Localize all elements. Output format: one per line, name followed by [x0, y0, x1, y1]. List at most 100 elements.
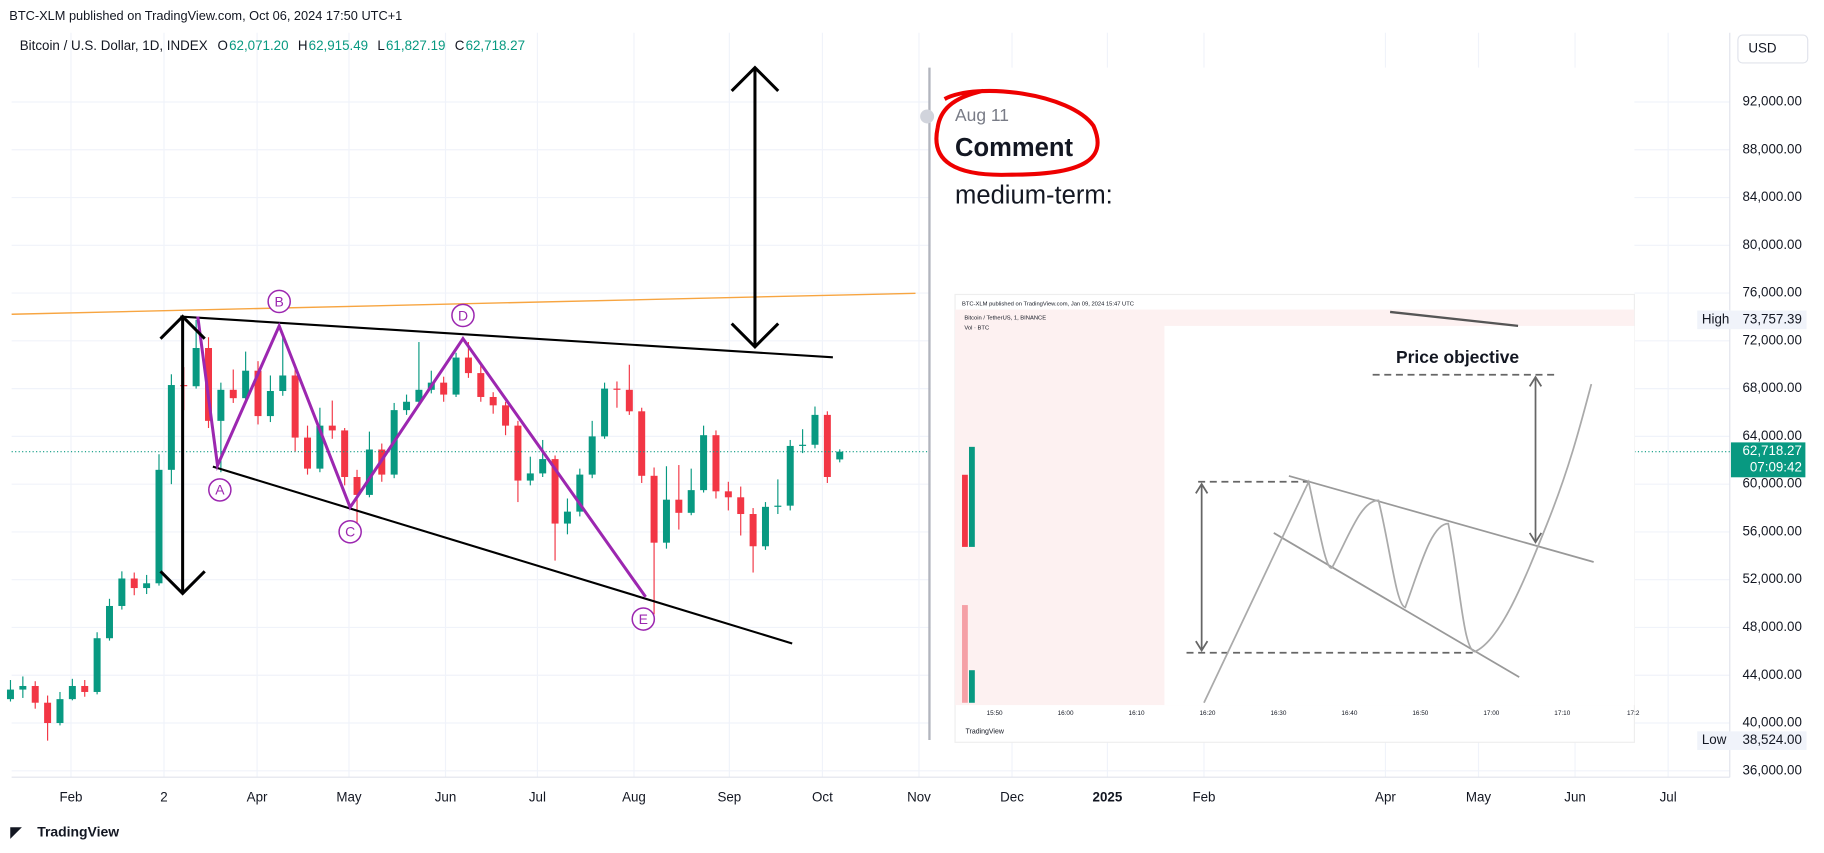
candle-body — [56, 699, 64, 724]
extreme-value: 73,757.39 — [1742, 311, 1801, 326]
pattern-letter: C — [345, 524, 355, 540]
candle-body — [477, 373, 485, 397]
candle-body — [279, 375, 287, 392]
candle-body — [6, 689, 14, 700]
comment-text: medium-term: — [955, 182, 1113, 210]
candle-body — [155, 469, 163, 584]
legend-key: L — [377, 38, 384, 53]
y-tick-label: 44,000.00 — [1742, 667, 1801, 682]
y-tick-label: 88,000.00 — [1742, 141, 1801, 156]
y-tick-label: 68,000.00 — [1742, 380, 1801, 395]
candle-body — [93, 638, 101, 692]
candle-body — [749, 514, 757, 547]
candle-body — [526, 473, 534, 481]
inset-time: 17:10 — [1554, 710, 1570, 717]
y-tick-label: 56,000.00 — [1742, 523, 1801, 538]
candle-body — [44, 702, 52, 724]
candle-body — [365, 449, 373, 495]
y-tick-label: 92,000.00 — [1742, 94, 1801, 109]
price-axis: 36,000.00 40,000.00 44,000.00 48,000.00 52,0… — [1697, 94, 1807, 777]
candle-body — [799, 444, 807, 446]
x-tick-label: Feb — [59, 790, 82, 805]
inset-time: 16:40 — [1341, 710, 1357, 717]
x-tick-label: Jun — [1564, 790, 1586, 805]
candle-body — [675, 499, 683, 513]
inset-time: 16:20 — [1199, 710, 1215, 717]
candle-body — [19, 685, 27, 690]
measure-arrow-left — [159, 314, 206, 596]
candle-body — [563, 511, 571, 524]
candle-body — [167, 385, 175, 470]
candle-body — [316, 425, 324, 469]
x-tick-label: Sep — [717, 790, 741, 805]
candle-body — [761, 506, 769, 547]
candle-body — [774, 505, 782, 507]
candle-body — [502, 405, 510, 426]
inset-time: 16:50 — [1412, 710, 1428, 717]
candle-body — [712, 435, 720, 492]
candle-body — [601, 388, 609, 437]
x-tick-label: May — [336, 790, 362, 805]
x-tick-label: Jul — [529, 790, 546, 805]
x-tick-label: 2 — [160, 790, 167, 805]
pattern-circle — [267, 289, 291, 314]
candle-body — [489, 396, 497, 406]
x-tick-label: Apr — [1375, 790, 1396, 805]
time-axis: Feb 2 Apr May Jun Jul Aug Sep Oct Nov Dec 2025 Feb Ap… — [59, 790, 1676, 805]
candle-body — [613, 388, 621, 390]
y-tick-label: 64,000.00 — [1742, 428, 1801, 443]
legend-key: C — [455, 38, 465, 53]
legend-value: 61,827.19 — [386, 38, 445, 53]
candle-body — [737, 497, 745, 515]
candle-body — [304, 437, 312, 469]
y-tick-label: 72,000.00 — [1742, 332, 1801, 347]
candle-body — [588, 436, 596, 475]
candle-body — [254, 370, 262, 417]
candle-body — [638, 411, 646, 476]
pattern-letter: B — [275, 293, 284, 309]
candle-body — [403, 401, 411, 411]
inset-volume: Vol · BTC — [964, 326, 989, 332]
pattern-zigzag — [196, 316, 647, 598]
candle-body — [811, 414, 819, 445]
candle-body — [229, 389, 237, 399]
inset-time: 16:10 — [1129, 710, 1145, 717]
candle-body — [687, 490, 695, 513]
extreme-badge — [1697, 731, 1807, 750]
candle-body — [786, 445, 794, 506]
y-tick-label: 40,000.00 — [1742, 715, 1801, 730]
candle-body — [105, 605, 113, 639]
extreme-name: Low — [1702, 732, 1727, 747]
currency-label[interactable]: USD — [1748, 41, 1777, 56]
y-tick-label: 84,000.00 — [1742, 189, 1801, 204]
x-tick-label: Jun — [435, 790, 457, 805]
last-price-label: 62,718.27 — [1742, 443, 1801, 458]
inset-time: 16:30 — [1270, 710, 1286, 717]
red-scribble — [934, 88, 1100, 177]
footer-logo: ◤ — [9, 824, 22, 840]
pattern-labels: A B C D E — [208, 289, 656, 631]
candle-body — [724, 491, 732, 498]
candle-body — [464, 357, 472, 374]
inset-symbol: Bitcoin / TetherUS, 1, BINANCE — [964, 315, 1046, 321]
pattern-letter: D — [458, 307, 468, 323]
y-tick-label: 52,000.00 — [1742, 571, 1801, 586]
currency-button[interactable] — [1737, 34, 1809, 64]
candle-body — [217, 389, 225, 421]
extreme-badge — [1697, 310, 1807, 330]
candle-body — [650, 475, 658, 543]
candle-body — [415, 389, 423, 402]
legend-key: O — [218, 38, 228, 53]
inset-candle — [969, 446, 975, 547]
measure-arrow-right — [730, 65, 780, 349]
inset-volume-bar — [962, 605, 968, 703]
x-tick-label: 2025 — [1093, 790, 1123, 805]
lower-trendline — [212, 465, 793, 645]
inset-published: BTC-XLM published on TradingView.com, Ja… — [962, 301, 1134, 307]
last-price-badge — [1730, 442, 1806, 478]
pattern-letter: A — [215, 482, 225, 498]
extreme-value: 38,524.00 — [1742, 732, 1801, 747]
candle-body — [328, 425, 336, 431]
candle-body — [440, 382, 448, 395]
